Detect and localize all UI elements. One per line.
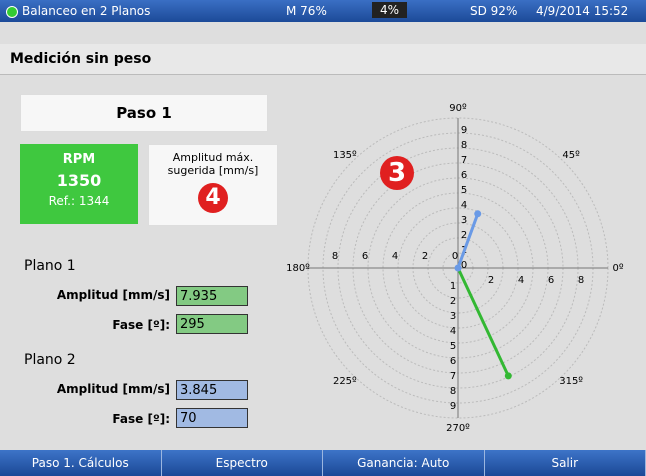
angle-label: 225º	[333, 376, 357, 387]
rpm-reference: Ref.: 1344	[48, 194, 110, 208]
amplitude-input[interactable]: 3.845	[176, 380, 248, 400]
button-bar: Paso 1. Cálculos Espectro Ganancia: Auto Sa…	[0, 450, 646, 476]
r-tick-label: 6	[450, 356, 456, 367]
r-tick-label: 0	[452, 251, 458, 262]
r-tick-label: 8	[578, 275, 584, 286]
angle-label: 180º	[286, 263, 310, 274]
amplitude-label: Amplitud [mm/s]	[56, 382, 170, 396]
suggested-box: Amplitud máx. sugerida [mm/s] 4	[148, 144, 278, 226]
angle-label: 270º	[446, 423, 470, 434]
status-bar: Balanceo en 2 Planos M 76% 4% SD 92% 4/9…	[0, 0, 646, 22]
plane-name: Plano 1	[24, 258, 76, 274]
r-tick-label: 9	[461, 125, 467, 136]
r-tick-label: 3	[450, 311, 456, 322]
vector	[456, 267, 510, 377]
r-tick-label: 4	[518, 275, 524, 286]
vector	[456, 213, 480, 269]
suggested-label: Amplitud máx. sugerida [mm/s]	[167, 151, 259, 177]
r-tick-label: 9	[450, 401, 456, 412]
angle-label: 315º	[559, 376, 583, 387]
r-tick-label: 6	[548, 275, 554, 286]
datetime: 4/9/2014 15:52	[536, 4, 629, 18]
r-tick-label: 5	[450, 341, 456, 352]
rpm-label: RPM	[62, 152, 96, 167]
button[interactable]: Espectro	[162, 450, 323, 476]
angle-label: 90º	[449, 103, 467, 114]
button[interactable]: Salir	[485, 450, 646, 476]
r-tick-label: 4	[461, 200, 467, 211]
rpm-value: 1350	[56, 171, 102, 190]
amplitude-label: Amplitud [mm/s]	[56, 288, 170, 302]
vector-tip	[504, 372, 512, 380]
badge: 3	[380, 156, 414, 190]
r-tick-label: 1	[450, 281, 456, 292]
polar-chart: 0º45º90º135º180º225º270º315º022446688011…	[286, 103, 624, 434]
status-dot	[6, 6, 18, 18]
phase-input[interactable]: 70	[176, 408, 248, 428]
r-tick-label: 8	[450, 386, 456, 397]
header: Medición sin peso	[0, 44, 646, 75]
r-tick-label: 0	[461, 260, 467, 271]
badge: 4	[198, 183, 228, 213]
r-tick-label: 6	[461, 170, 467, 181]
memory: M 76%	[286, 4, 327, 18]
r-tick-label: 7	[461, 155, 467, 166]
r-tick-label: 4	[450, 326, 456, 337]
step: Paso 1	[20, 94, 268, 132]
vector-tip	[474, 210, 482, 218]
angle-label: 0º	[612, 263, 623, 274]
r-tick-label: 2	[422, 251, 428, 262]
r-tick-label: 8	[332, 251, 338, 262]
r-tick-label: 7	[450, 371, 456, 382]
r-tick-label: 2	[488, 275, 494, 286]
phase-label: Fase [º]:	[112, 412, 170, 426]
sd: SD 92%	[470, 4, 518, 18]
r-tick-label: 3	[461, 215, 467, 226]
amplitude-input[interactable]: 7.935	[176, 286, 248, 306]
center	[454, 264, 462, 272]
r-tick-label: 2	[461, 230, 467, 241]
button[interactable]: Paso 1. Cálculos	[0, 450, 162, 476]
r-tick-label: 6	[362, 251, 368, 262]
phase-label: Fase [º]:	[112, 318, 170, 332]
rpm-box: RPM 1350 Ref.: 1344	[20, 144, 138, 224]
header-title: Medición sin peso	[10, 51, 152, 67]
plane-name: Plano 2	[24, 352, 76, 368]
battery: 4%	[372, 2, 408, 18]
r-tick-label: 4	[392, 251, 398, 262]
app-name: Balanceo en 2 Planos	[22, 4, 151, 18]
r-tick-label: 2	[450, 296, 456, 307]
angle-label: 135º	[333, 150, 357, 161]
button[interactable]: Ganancia: Auto	[323, 450, 485, 476]
angle-label: 45º	[562, 150, 580, 161]
phase-input[interactable]: 295	[176, 314, 248, 334]
r-tick-label: 5	[461, 185, 467, 196]
r-tick-label: 8	[461, 140, 467, 151]
